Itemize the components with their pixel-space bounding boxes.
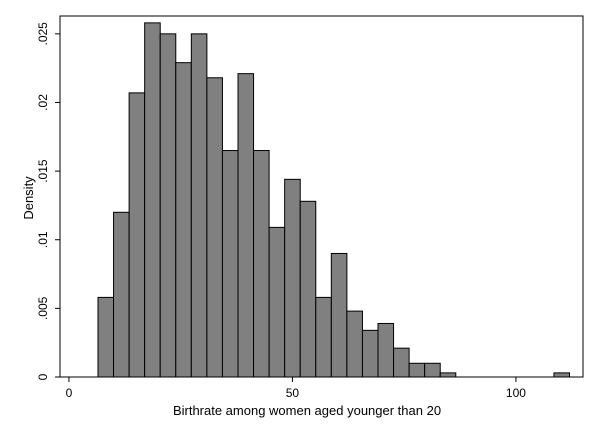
y-tick-label-4: .02 bbox=[36, 94, 50, 111]
x-axis: 0 50 100 bbox=[60, 376, 583, 400]
histogram-bar-11 bbox=[268, 226, 286, 378]
y-tick-label-1: .005 bbox=[36, 296, 50, 320]
histogram-bar-13 bbox=[299, 200, 317, 378]
histogram-bar-23 bbox=[553, 372, 571, 378]
histogram-bar-16 bbox=[346, 310, 363, 378]
x-tick-label-2: 100 bbox=[506, 386, 526, 400]
histogram-bar-8 bbox=[221, 150, 239, 378]
histogram-bar-2 bbox=[128, 92, 146, 378]
histogram-bar-19 bbox=[393, 347, 410, 378]
y-axis-title: Density bbox=[21, 176, 36, 220]
histogram-bar-22 bbox=[439, 372, 457, 378]
histogram-bar-0 bbox=[97, 296, 115, 378]
y-axis: 0 .005 .01 .015 .02 .025 bbox=[36, 16, 61, 380]
histogram-bar-10 bbox=[253, 150, 270, 378]
histogram-bar-15 bbox=[330, 252, 348, 378]
y-tick-label-5: .025 bbox=[36, 22, 50, 46]
histogram-bar-7 bbox=[206, 77, 223, 378]
y-tick-label-0: 0 bbox=[36, 373, 50, 380]
histogram-bar-21 bbox=[424, 362, 441, 378]
y-tick-label-2: .01 bbox=[36, 231, 50, 248]
x-tick-label-0: 0 bbox=[66, 386, 73, 400]
x-tick-label-1: 50 bbox=[286, 386, 300, 400]
x-axis-title: Birthrate among women aged younger than … bbox=[173, 403, 441, 418]
histogram-bar-18 bbox=[377, 322, 395, 378]
histogram-bar-20 bbox=[408, 362, 426, 378]
histogram-bar-9 bbox=[237, 73, 255, 378]
histogram-bar-4 bbox=[159, 33, 177, 378]
bars-group bbox=[97, 22, 571, 378]
y-tick-label-3: .015 bbox=[36, 159, 50, 183]
histogram-bar-3 bbox=[144, 22, 161, 378]
histogram-bar-5 bbox=[175, 62, 192, 378]
histogram-bar-1 bbox=[113, 211, 130, 378]
histogram-bar-6 bbox=[190, 33, 208, 378]
histogram-bar-17 bbox=[361, 329, 379, 378]
histogram-bar-12 bbox=[284, 178, 301, 378]
histogram-bar-14 bbox=[315, 296, 332, 378]
